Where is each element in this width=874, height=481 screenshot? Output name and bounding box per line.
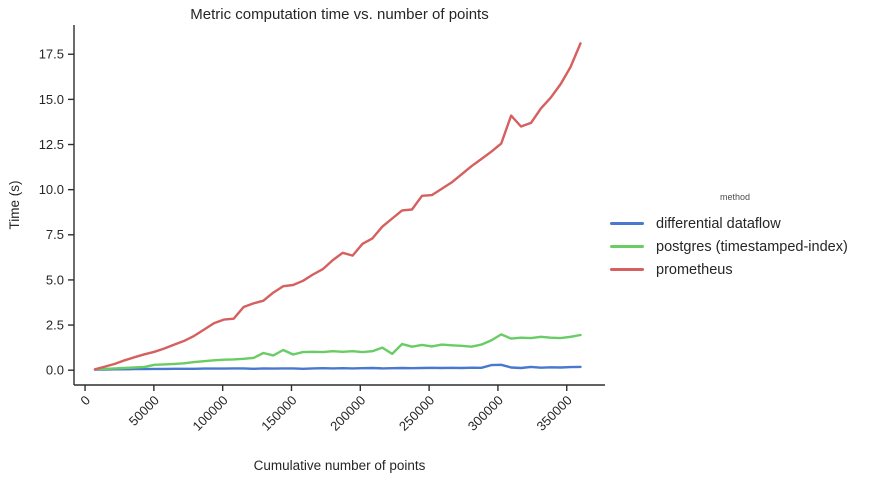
- legend-label: prometheus: [656, 261, 733, 278]
- x-tick-label: 300000: [465, 393, 506, 434]
- legend-title: method: [719, 192, 751, 202]
- x-tick-label: 150000: [258, 393, 299, 434]
- y-tick-label: 15.0: [39, 92, 64, 107]
- y-tick-label: 17.5: [39, 47, 64, 62]
- x-tick-label: 350000: [534, 393, 575, 434]
- legend-label: postgres (timestamped-index): [656, 238, 848, 255]
- x-tick-label: 200000: [327, 393, 368, 434]
- x-tick-label: 0: [77, 393, 93, 409]
- y-tick-label: 0.0: [46, 363, 64, 378]
- legend-item-postgres-timestamped-index: postgres (timestamped-index): [610, 235, 865, 258]
- chart-title: Metric computation time vs. number of po…: [190, 6, 489, 23]
- y-tick-label: 2.5: [46, 317, 64, 332]
- x-tick-label: 50000: [126, 393, 162, 429]
- series-line-postgres-timestamped-index-: [93, 333, 582, 371]
- x-axis-label: Cumulative number of points: [253, 458, 426, 473]
- y-tick-label: 5.0: [46, 272, 64, 287]
- y-tick-label: 7.5: [46, 227, 64, 242]
- legend-rows: differential dataflow postgres (timestam…: [610, 212, 865, 281]
- legend-line-swatch: [610, 268, 644, 271]
- legend-label: differential dataflow: [656, 215, 781, 232]
- series-line-prometheus: [93, 42, 582, 371]
- legend-item-prometheus: prometheus: [610, 258, 865, 281]
- legend: method differential dataflow postgres (t…: [610, 190, 865, 281]
- y-tick-label: 10.0: [39, 182, 64, 197]
- legend-item-differential-dataflow: differential dataflow: [610, 212, 865, 235]
- x-tick-label: 250000: [396, 393, 437, 434]
- y-tick-label: 12.5: [39, 137, 64, 152]
- legend-line-swatch: [610, 245, 644, 248]
- series-line-differential-dataflow: [93, 363, 582, 371]
- x-tick-label: 100000: [190, 393, 231, 434]
- legend-line-swatch: [610, 222, 644, 225]
